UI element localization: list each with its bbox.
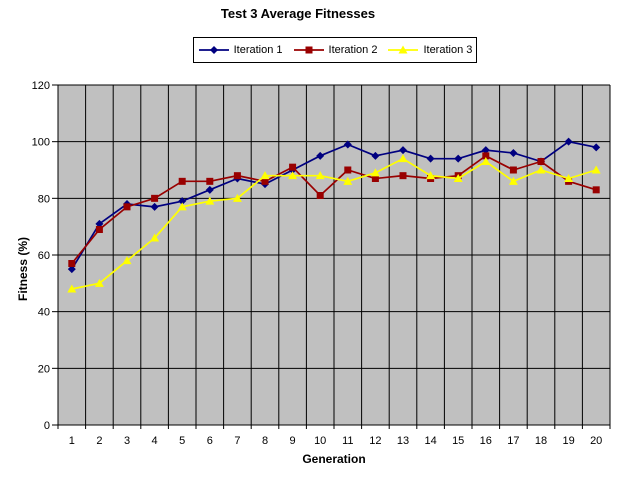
x-axis-title: Generation [302,452,366,466]
y-tick-label: 80 [38,193,50,205]
series-iteration-2-marker-square [261,177,269,185]
series-iteration-3-marker-triangle [315,171,325,180]
series-iteration-2-marker-square [482,152,490,160]
series-iteration-3-marker-triangle [94,278,104,287]
series-iteration-3-marker-triangle [370,168,380,177]
series-iteration-1-marker-diamond [509,149,518,157]
x-tick-label: 10 [314,435,326,447]
x-tick-label: 11 [342,435,353,447]
series-iteration-2-marker-square [509,166,517,174]
x-tick-label: 16 [480,435,492,447]
legend-label: Iteration 3 [423,44,473,56]
x-tick-label: 14 [424,435,436,447]
series-iteration-1-marker-diamond [205,185,214,194]
series-iteration-3-marker-triangle [453,174,463,182]
series-iteration-3-marker-triangle [536,165,546,174]
x-tick-label: 5 [179,435,185,447]
series-iteration-1-marker-diamond [95,219,104,228]
series-iteration-2-marker-square [233,172,241,180]
legend-label: Iteration 1 [233,44,283,56]
series-iteration-2-marker-square [537,158,545,165]
x-tick-label: 12 [369,435,381,447]
y-tick-label: 20 [38,363,50,375]
x-tick-label: 8 [262,435,268,447]
x-tick-label: 7 [234,435,240,447]
series-iteration-3-marker-triangle [398,154,408,163]
legend: Iteration 1 Iteration 2 Iteration 3 [193,37,477,63]
series-iteration-3-marker-triangle [481,157,491,165]
legend-triangle-icon [388,45,419,54]
legend-square-icon [293,46,324,54]
series-iteration-2-marker-square [68,260,76,267]
x-tick-label: 19 [562,435,574,447]
legend-item-iteration-1: Iteration 1 [198,44,283,56]
x-tick-label: 3 [124,435,130,447]
series-iteration-2-marker-square [289,163,297,171]
chart-title: Test 3 Average Fitnesses [220,6,376,21]
series-iteration-3-marker-triangle [232,193,242,202]
x-tick-label: 17 [507,435,519,447]
x-tick-label: 4 [152,435,158,447]
series-iteration-2-marker-square [206,177,214,185]
y-tick-label: 40 [38,307,50,319]
series-iteration-3-marker-triangle [205,196,215,205]
legend-item-iteration-3: Iteration 3 [387,44,472,56]
series-iteration-3-marker-triangle [591,165,601,174]
series-iteration-3-marker-triangle [260,171,270,180]
legend-diamond-icon [198,46,229,54]
series-iteration-1-marker-diamond [399,146,407,155]
series-line-iteration-1 [71,140,597,270]
y-tick-label: 0 [44,420,50,432]
series-iteration-1-marker-diamond [178,197,187,206]
y-axis-title: Fitness (%) [16,237,30,302]
series-iteration-3-marker-triangle [122,256,132,265]
series-iteration-1-marker-diamond [564,137,573,146]
series-iteration-3-marker-triangle [564,174,574,182]
series-iteration-2-marker-square [95,226,103,233]
series-iteration-3-marker-triangle [508,176,518,185]
series-iteration-1-marker-diamond [426,154,435,163]
series-iteration-2-marker-square [399,172,407,180]
series-iteration-3-marker-triangle [343,176,353,185]
series-iteration-2-marker-square [592,186,600,194]
series-iteration-1-marker-diamond [316,151,325,160]
series-iteration-1-marker-diamond [481,146,490,155]
series-iteration-3-marker-triangle [426,171,436,180]
series-iteration-1-marker-diamond [343,140,352,149]
series-iteration-3-marker-triangle [150,233,160,242]
series-iteration-2-marker-square [123,203,131,211]
series-iteration-1-marker-diamond [67,265,76,274]
series-iteration-3-marker-triangle [288,171,298,180]
series-iteration-3-marker-triangle [67,284,77,293]
x-tick-label: 6 [207,435,213,447]
series-iteration-2-marker-square [151,194,159,202]
legend-item-iteration-2: Iteration 2 [293,44,378,56]
x-tick-label: 1 [69,435,75,447]
series-iteration-1-marker-diamond [592,143,601,152]
x-tick-label: 13 [397,435,409,447]
x-tick-label: 18 [535,435,547,447]
x-tick-label: 15 [452,435,464,447]
x-tick-label: 20 [590,435,602,447]
y-tick-label: 120 [32,80,50,92]
series-line-iteration-3 [71,157,597,290]
y-tick-label: 60 [38,250,50,262]
legend-label: Iteration 2 [328,44,378,56]
series-iteration-1-marker-diamond [150,202,159,211]
y-tick-label: 100 [32,137,50,149]
x-tick-label: 9 [290,435,296,447]
series-iteration-1-marker-diamond [371,151,380,160]
series-iteration-2-marker-square [371,175,379,182]
series-iteration-2-marker-square [316,192,324,199]
series-iteration-2-marker-square [344,166,352,174]
series-iteration-2-marker-square [178,177,186,185]
series-iteration-3-marker-triangle [177,202,187,211]
series-line-iteration-2 [71,154,597,265]
series-iteration-1-marker-diamond [454,154,463,163]
x-tick-label: 2 [96,435,102,447]
